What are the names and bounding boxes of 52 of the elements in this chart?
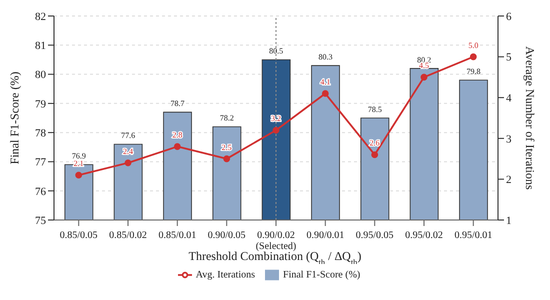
point: [124, 159, 132, 166]
x-tick-label: 0.85/0.02: [109, 230, 147, 241]
data-label: 2.8: [172, 130, 182, 140]
data-label: 77.6: [121, 131, 136, 140]
y2-tick-label: 6: [506, 10, 512, 23]
point: [371, 151, 378, 158]
x-tick-label: 0.95/0.02: [405, 230, 443, 241]
point: [420, 74, 428, 81]
point: [272, 126, 280, 134]
x-tick-label: 0.90/0.05: [208, 230, 246, 241]
y2-tick-label: 2: [506, 174, 512, 186]
y-tick-label: 82: [35, 10, 46, 23]
y2-tick-label: 5: [506, 52, 512, 64]
data-label: 78.2: [220, 114, 234, 123]
legend-label: Avg. Iterations: [196, 269, 256, 280]
y2-tick-label: 4: [506, 92, 512, 105]
y-tick-label: 76: [35, 186, 46, 198]
data-label: 3.2: [271, 114, 281, 124]
x-tick-label: 0.90/0.01: [306, 230, 344, 241]
x-tick-label: 0.85/0.01: [158, 230, 196, 241]
y-tick-label: 78: [35, 127, 46, 140]
x-tick-label: 0.95/0.05: [356, 230, 394, 241]
y-axis-title: Final F1-Score (%): [7, 72, 22, 164]
data-label: 76.9: [72, 152, 86, 161]
data-label: 78.5: [368, 105, 382, 114]
y-tick-label: 77: [35, 156, 46, 169]
y2-tick-label: 3: [506, 133, 512, 146]
y-tick-label: 79: [35, 98, 46, 110]
point: [322, 90, 329, 97]
data-label: 79.8: [466, 67, 481, 76]
data-label: 78.7: [170, 99, 185, 108]
data-label: 2.5: [222, 142, 232, 152]
point: [174, 143, 181, 150]
legend-label: Final F1-Score (%): [283, 269, 360, 280]
data-label: 2.6: [370, 138, 380, 148]
y-tick-label: 81: [35, 40, 46, 52]
data-label: 4.5: [419, 61, 429, 70]
data-label: 2.4: [123, 146, 133, 156]
point: [223, 155, 230, 162]
data-label: 4.1: [320, 78, 330, 87]
y-tick-label: 75: [35, 214, 46, 227]
data-label: 5.0: [468, 40, 478, 50]
point: [470, 53, 477, 60]
y2-tick-label: 1: [506, 214, 512, 227]
point: [75, 172, 82, 179]
x-tick-label: 0.85/0.05: [60, 230, 98, 241]
data-label: 80.5: [269, 46, 284, 56]
y-tick-label: 80: [35, 69, 46, 82]
x-tick-label: 0.95/0.01: [454, 230, 492, 241]
x-tick-label: 0.90/0.02 (Selected): [256, 230, 296, 252]
y2-axis-title: Average Number of Iterations: [522, 46, 537, 190]
data-label: 80.3: [318, 52, 333, 62]
